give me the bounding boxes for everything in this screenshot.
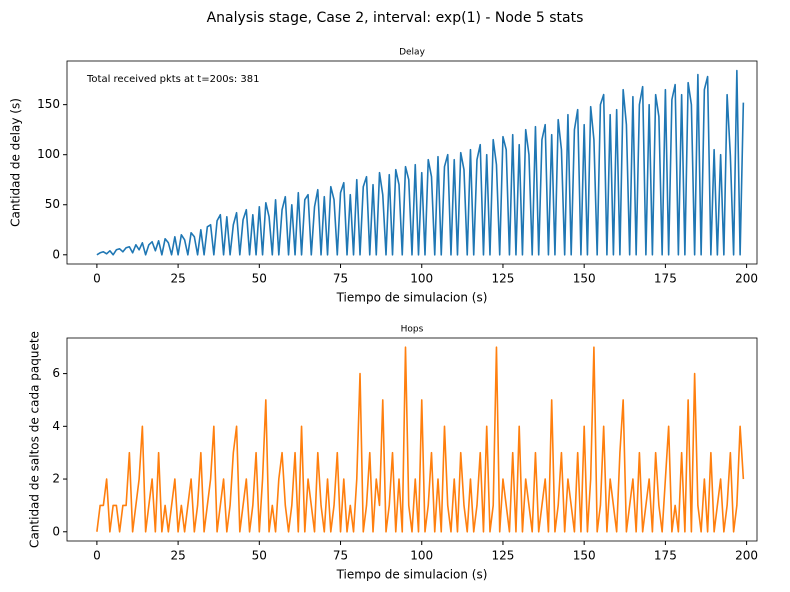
y-tick-label: 0 [52,524,60,538]
x-tick-label: 75 [333,549,348,563]
y-axis-label: Cantidad de saltos de cada paquete [28,331,42,548]
y-tick-label: 50 [45,197,60,211]
x-tick-label: 100 [410,272,433,286]
y-tick-label: 150 [37,97,60,111]
y-tick-label: 6 [52,366,60,380]
data-line [96,346,745,533]
subplot-title: Hops [401,325,424,335]
x-tick-label: 50 [252,272,267,286]
x-tick-label: 200 [735,549,758,563]
x-tick-label: 125 [492,272,515,286]
y-axis-label: Cantidad de delay (s) [9,98,23,227]
x-tick-label: 25 [170,272,185,286]
x-tick-label: 0 [93,272,101,286]
x-tick-label: 175 [654,549,677,563]
x-axis-label: Tiempo de simulacion (s) [336,568,488,582]
axes-frame [66,337,758,542]
y-tick-label: 2 [52,472,60,486]
x-axis-label: Tiempo de simulacion (s) [336,291,488,305]
axes-frame [66,60,758,265]
figure-title: Analysis stage, Case 2, interval: exp(1)… [207,10,584,26]
data-line [96,69,745,256]
subplot-title: Delay [399,48,425,58]
x-tick-label: 125 [492,549,515,563]
y-tick-label: 4 [52,419,60,433]
y-tick-label: 100 [37,147,60,161]
x-tick-label: 50 [252,549,267,563]
y-tick-label: 0 [52,247,60,261]
x-tick-label: 150 [573,549,596,563]
x-tick-label: 25 [170,549,185,563]
annotation: Total received pkts at t=200s: 381 [86,74,260,85]
x-tick-label: 100 [410,549,433,563]
x-tick-label: 175 [654,272,677,286]
x-tick-label: 150 [573,272,596,286]
x-tick-label: 200 [735,272,758,286]
x-tick-label: 75 [333,272,348,286]
x-tick-label: 0 [93,549,101,563]
